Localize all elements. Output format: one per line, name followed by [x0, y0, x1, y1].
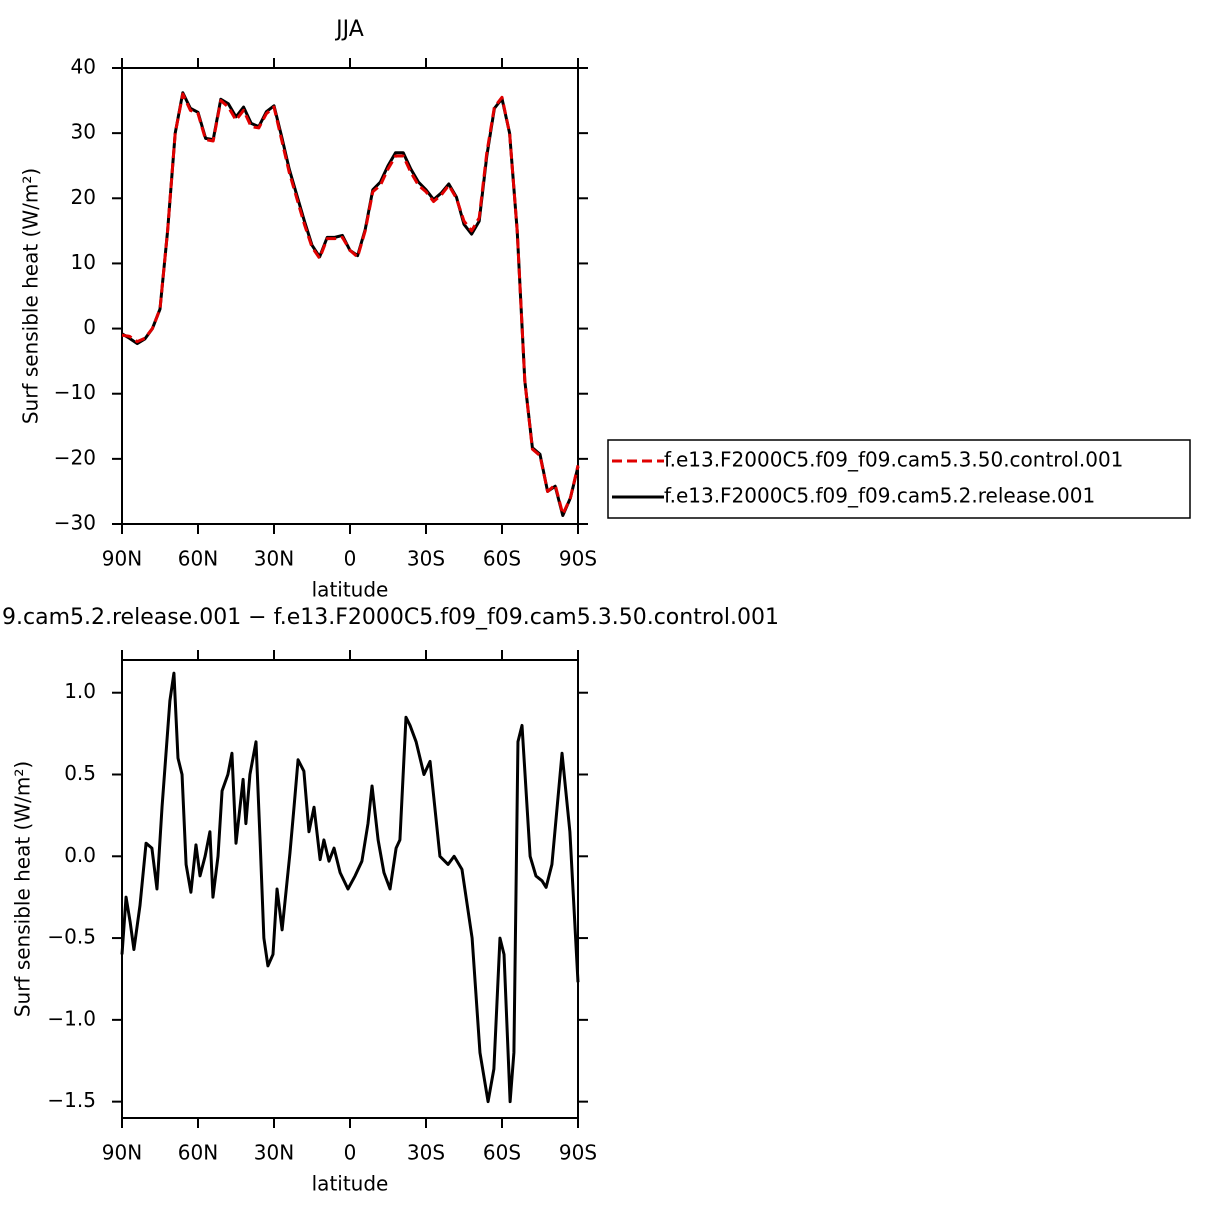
- y-tick-label: −1.0: [47, 1006, 96, 1030]
- x-tick-label: 30N: [254, 547, 294, 571]
- y-tick-label: 0: [83, 315, 96, 339]
- y-tick-label: 1.0: [64, 679, 96, 703]
- y-tick-label: −30: [54, 511, 96, 535]
- x-tick-label: 0: [344, 547, 357, 571]
- chart-title: JJA: [334, 17, 364, 42]
- y-tick-label: 0.0: [64, 843, 96, 867]
- x-tick-label: 90N: [102, 1141, 142, 1165]
- y-tick-label: 10: [71, 250, 96, 274]
- y-tick-label: 20: [71, 185, 96, 209]
- x-tick-label: 90S: [559, 547, 597, 571]
- plot-frame: [121, 67, 579, 525]
- legend-box: [607, 439, 1191, 519]
- x-tick-label: 90S: [559, 1141, 597, 1165]
- x-tick-label: 30S: [407, 547, 445, 571]
- data-line: [120, 671, 580, 1104]
- x-tick-label: 30N: [254, 1141, 294, 1165]
- chart-title: 9.cam5.2.release.001 − f.e13.F2000C5.f09…: [2, 605, 779, 630]
- x-tick-label: 60N: [178, 547, 218, 571]
- y-tick-label: 40: [71, 55, 96, 79]
- x-tick-label: 60N: [178, 1141, 218, 1165]
- x-tick-label: 90N: [102, 547, 142, 571]
- plot-frame: [121, 659, 579, 1119]
- legend-label: f.e13.F2000C5.f09_f09.cam5.2.release.001: [664, 484, 1095, 508]
- x-tick-label: 60S: [483, 547, 521, 571]
- y-tick-label: −0.5: [47, 925, 96, 949]
- legend-label: f.e13.F2000C5.f09_f09.cam5.3.50.control.…: [664, 448, 1123, 472]
- y-tick-label: −1.5: [47, 1088, 96, 1112]
- x-tick-label: 60S: [483, 1141, 521, 1165]
- y-axis-label: Surf sensible heat (W/m²): [11, 761, 35, 1017]
- y-tick-label: 0.5: [64, 761, 96, 785]
- y-tick-label: −20: [54, 445, 96, 469]
- x-axis-label: latitude: [312, 578, 389, 602]
- x-axis-label: latitude: [312, 1172, 389, 1196]
- data-line: [121, 92, 580, 516]
- x-tick-label: 30S: [407, 1141, 445, 1165]
- y-tick-label: 30: [71, 120, 96, 144]
- y-axis-label: Surf sensible heat (W/m²): [19, 168, 43, 424]
- x-tick-label: 0: [344, 1141, 357, 1165]
- y-tick-label: −10: [54, 380, 96, 404]
